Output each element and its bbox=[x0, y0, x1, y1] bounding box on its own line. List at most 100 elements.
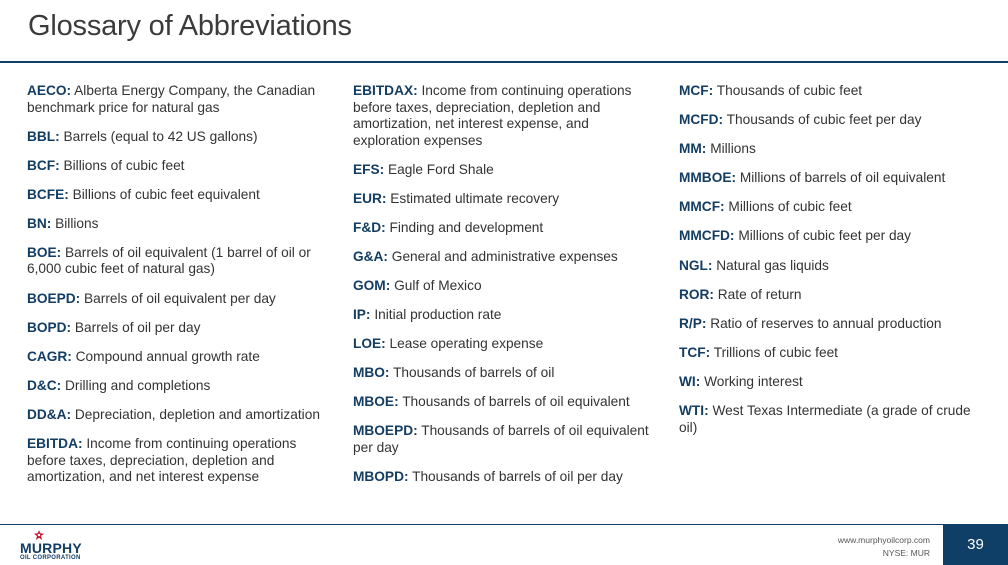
glossary-definition: Working interest bbox=[704, 373, 803, 389]
glossary-term: MCF: bbox=[679, 83, 714, 98]
glossary-entry: G&A: General and administrative expenses bbox=[353, 249, 655, 266]
glossary-term: MM: bbox=[679, 141, 707, 157]
logo-subtitle: OIL CORPORATION bbox=[20, 555, 81, 561]
glossary-definition: Millions of barrels of oil equivalent bbox=[739, 170, 946, 186]
page-title: Glossary of Abbreviations bbox=[28, 10, 352, 42]
glossary-term: MMCF: bbox=[679, 199, 725, 215]
glossary-term: MBOE: bbox=[353, 394, 399, 410]
glossary-entry: IP: Initial production rate bbox=[353, 307, 655, 324]
glossary-definition: Thousands of barrels of oil bbox=[393, 365, 555, 381]
glossary-definition: Millions of cubic feet bbox=[728, 199, 852, 215]
glossary-term: LOE: bbox=[353, 336, 386, 352]
glossary-entry: MMBOE: Millions of barrels of oil equiva… bbox=[679, 170, 984, 187]
glossary-entry: EBITDAX: Income from continuing operatio… bbox=[353, 83, 655, 149]
glossary-column-2: EBITDAX: Income from continuing operatio… bbox=[353, 83, 655, 498]
glossary-entry: R/P: Ratio of reserves to annual product… bbox=[679, 316, 984, 333]
glossary-column-3: MCF: Thousands of cubic feet MCFD: Thousa… bbox=[679, 83, 984, 449]
page-number: 39 bbox=[967, 536, 984, 553]
glossary-definition: Barrels of oil equivalent (1 barrel of o… bbox=[27, 244, 311, 277]
glossary-term: MBOEPD: bbox=[353, 423, 418, 439]
glossary-entry: BCF: Billions of cubic feet bbox=[27, 158, 327, 175]
glossary-definition: Thousands of cubic feet bbox=[716, 83, 863, 98]
glossary-definition: Initial production rate bbox=[374, 307, 502, 323]
glossary-term: MMCFD: bbox=[679, 228, 735, 244]
glossary-definition: Finding and development bbox=[389, 219, 544, 235]
title-divider bbox=[0, 61, 1008, 63]
glossary-entry: MBOPD: Thousands of barrels of oil per d… bbox=[353, 469, 655, 486]
glossary-definition: Barrels (equal to 42 US gallons) bbox=[63, 128, 258, 144]
glossary-definition: Millions bbox=[710, 141, 756, 157]
glossary-entry: LOE: Lease operating expense bbox=[353, 336, 655, 353]
logo-wordmark: MURPHY bbox=[20, 540, 82, 556]
glossary-definition: Rate of return bbox=[717, 286, 802, 302]
glossary-term: EFS: bbox=[353, 161, 385, 177]
glossary-entry: DD&A: Depreciation, depletion and amorti… bbox=[27, 407, 327, 424]
glossary-entry: EFS: Eagle Ford Shale bbox=[353, 162, 655, 179]
glossary-entry: WI: Working interest bbox=[679, 374, 984, 391]
page-number-badge: 39 bbox=[943, 524, 1008, 565]
glossary-definition: West Texas Intermediate (a grade of crud… bbox=[679, 403, 971, 435]
glossary-definition: Thousands of barrels of oil per day bbox=[412, 469, 623, 485]
glossary-definition: Eagle Ford Shale bbox=[388, 161, 494, 177]
glossary-term: EUR: bbox=[353, 190, 387, 206]
glossary-definition: Alberta Energy Company, the Canadian ben… bbox=[27, 83, 316, 115]
glossary-entry: BOEPD: Barrels of oil equivalent per day bbox=[27, 291, 327, 308]
glossary-entry: CAGR: Compound annual growth rate bbox=[27, 349, 327, 366]
glossary-entry: GOM: Gulf of Mexico bbox=[353, 278, 655, 295]
glossary-entry: D&C: Drilling and completions bbox=[27, 378, 327, 395]
glossary-term: BOEPD: bbox=[27, 290, 81, 306]
glossary-term: F&D: bbox=[353, 219, 386, 235]
glossary-definition: Depreciation, depletion and amortization bbox=[74, 406, 320, 422]
website-link[interactable]: www.murphyoilcorp.com bbox=[837, 535, 930, 545]
glossary-definition: Thousands of cubic feet per day bbox=[726, 112, 922, 128]
glossary-definition: Thousands of barrels of oil equivalent bbox=[402, 394, 630, 410]
glossary-term: AECO: bbox=[27, 83, 72, 98]
glossary-definition: Millions of cubic feet per day bbox=[738, 228, 912, 244]
glossary-entry: BOPD: Barrels of oil per day bbox=[27, 320, 327, 337]
glossary-term: WTI: bbox=[679, 403, 709, 419]
glossary-term: DD&A: bbox=[27, 406, 72, 422]
glossary-term: MBO: bbox=[353, 365, 390, 381]
glossary-term: BN: bbox=[27, 215, 52, 231]
glossary-entry: MCF: Thousands of cubic feet bbox=[679, 83, 984, 100]
star-icon bbox=[34, 530, 44, 540]
glossary-column-1: AECO: Alberta Energy Company, the Canadi… bbox=[27, 83, 327, 498]
glossary-entry: BBL: Barrels (equal to 42 US gallons) bbox=[27, 129, 327, 146]
glossary-term: G&A: bbox=[353, 248, 388, 264]
glossary-entry: BCFE: Billions of cubic feet equivalent bbox=[27, 187, 327, 204]
glossary-entry: EBITDA: Income from continuing operation… bbox=[27, 436, 327, 486]
glossary-entry: MBOEPD: Thousands of barrels of oil equi… bbox=[353, 423, 655, 456]
glossary-entry: MMCF: Millions of cubic feet bbox=[679, 199, 984, 216]
glossary-definition: Natural gas liquids bbox=[716, 257, 829, 273]
glossary-entry: WTI: West Texas Intermediate (a grade of… bbox=[679, 403, 984, 436]
glossary-entry: NGL: Natural gas liquids bbox=[679, 258, 984, 275]
glossary-definition: Income from continuing operations before… bbox=[27, 436, 297, 485]
glossary-term: ROR: bbox=[679, 286, 714, 302]
company-logo: MURPHY OIL CORPORATION bbox=[20, 530, 90, 561]
glossary-entry: MBO: Thousands of barrels of oil bbox=[353, 365, 655, 382]
glossary-definition: Estimated ultimate recovery bbox=[390, 190, 560, 206]
glossary-term: BBL: bbox=[27, 128, 60, 144]
glossary-definition: Income from continuing operations before… bbox=[353, 83, 632, 148]
glossary-definition: Compound annual growth rate bbox=[75, 348, 260, 364]
glossary-term: CAGR: bbox=[27, 348, 72, 364]
glossary-entry: EUR: Estimated ultimate recovery bbox=[353, 191, 655, 208]
glossary-term: MCFD: bbox=[679, 112, 724, 128]
glossary-term: TCF: bbox=[679, 344, 711, 360]
glossary-entry: ROR: Rate of return bbox=[679, 287, 984, 304]
glossary-term: EBITDAX: bbox=[353, 83, 418, 98]
glossary-definition: Ratio of reserves to annual production bbox=[710, 315, 942, 331]
glossary-term: NGL: bbox=[679, 257, 713, 273]
glossary-term: IP: bbox=[353, 307, 371, 323]
glossary-definition: Billions of cubic feet bbox=[63, 157, 185, 173]
glossary-definition: Drilling and completions bbox=[65, 377, 211, 393]
glossary-term: R/P: bbox=[679, 315, 707, 331]
glossary-term: BCFE: bbox=[27, 186, 69, 202]
glossary-entry: BN: Billions bbox=[27, 216, 327, 233]
glossary-entry: F&D: Finding and development bbox=[353, 220, 655, 237]
glossary-definition: Trillions of cubic feet bbox=[713, 344, 838, 360]
glossary-term: BOE: bbox=[27, 244, 62, 260]
glossary-term: EBITDA: bbox=[27, 436, 83, 452]
glossary-definition: Barrels of oil equivalent per day bbox=[84, 290, 276, 306]
glossary-entry: MCFD: Thousands of cubic feet per day bbox=[679, 112, 984, 129]
